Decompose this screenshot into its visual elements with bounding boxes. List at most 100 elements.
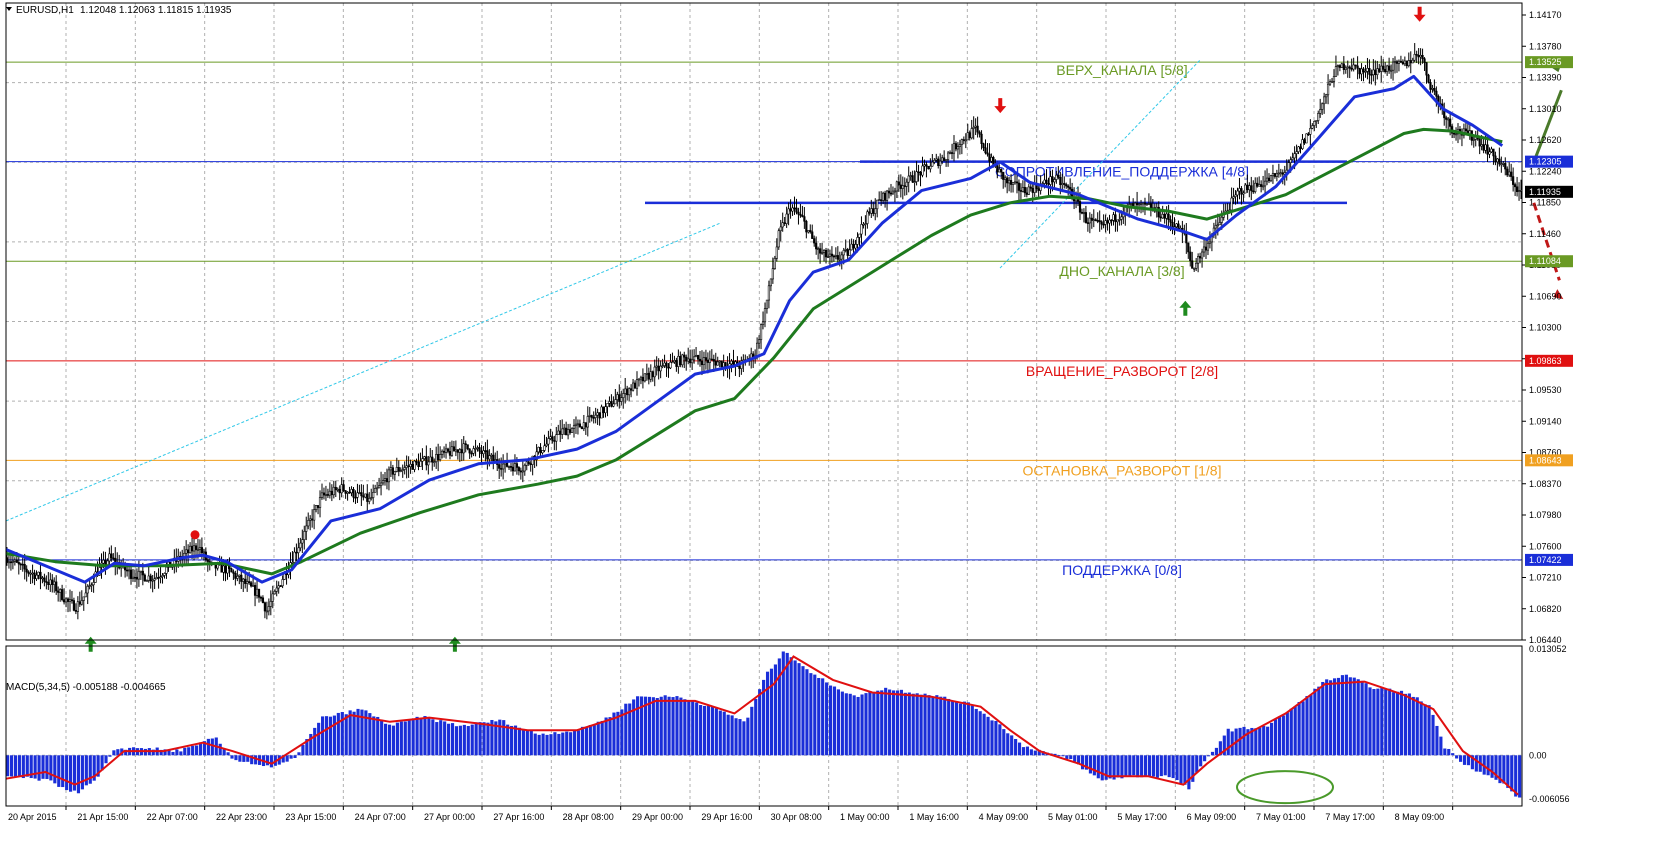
candle-body — [626, 388, 629, 396]
candle-body — [1002, 171, 1005, 180]
candle-body — [565, 427, 568, 436]
candle-body — [27, 571, 30, 574]
candle-body — [407, 465, 410, 468]
y-tick-label: 1.07210 — [1529, 573, 1562, 583]
x-tick-label: 29 Apr 00:00 — [632, 812, 683, 822]
macd-bar — [1246, 729, 1250, 756]
macd-bar — [1443, 748, 1447, 756]
candle-body — [1053, 179, 1056, 183]
candle-body — [344, 490, 347, 494]
macd-bar — [624, 703, 628, 756]
level-label: ВРАЩЕНИЕ_РАЗВОРОТ [2/8] — [1026, 363, 1218, 379]
triangle-down-icon[interactable] — [6, 7, 12, 11]
macd-bar — [695, 702, 699, 756]
macd-bar — [588, 725, 592, 756]
macd-bar — [521, 728, 525, 756]
macd-bar — [765, 671, 770, 756]
macd-bar — [1124, 755, 1128, 777]
macd-bar — [1356, 679, 1360, 756]
macd-bar — [1486, 755, 1490, 776]
candle-body — [970, 128, 973, 139]
level-label: ПОДДЕРЖКА [0/8] — [1062, 562, 1182, 578]
macd-bar — [289, 755, 293, 759]
candle-body — [1090, 217, 1093, 221]
macd-bar — [439, 720, 443, 756]
candle-body — [265, 610, 268, 613]
candle-body — [1287, 162, 1290, 171]
price-tag — [1525, 454, 1573, 467]
candle-body — [1065, 184, 1068, 187]
macd-bar — [336, 712, 340, 756]
candle-body — [429, 456, 432, 463]
candle-body — [1189, 251, 1192, 262]
symbol-label: EURUSD,H1 — [16, 5, 74, 16]
candle-body — [822, 249, 826, 253]
macd-bar — [423, 716, 427, 756]
candle-body — [104, 559, 107, 566]
candle-body — [1338, 65, 1341, 68]
candle-body — [82, 596, 85, 601]
candle-body — [820, 252, 824, 254]
y-tick-label: 1.07980 — [1529, 510, 1562, 520]
x-tick-label: 4 May 09:00 — [979, 812, 1029, 822]
candle-body — [773, 258, 776, 269]
macd-bar — [888, 689, 892, 756]
candle-body — [594, 414, 597, 418]
candle-body — [9, 561, 13, 564]
candle-body — [641, 376, 645, 382]
candle-body — [157, 577, 160, 579]
candle-body — [1301, 139, 1304, 149]
candle-body — [39, 571, 42, 579]
macd-bar — [1195, 755, 1199, 773]
macd-bar — [789, 657, 793, 756]
candle-body — [899, 184, 902, 189]
down-arrow-icon — [1413, 6, 1426, 22]
candle-body — [155, 577, 158, 580]
macd-bar — [37, 755, 41, 781]
macd-bar — [1313, 688, 1317, 756]
candle-body — [673, 360, 676, 363]
candle-body — [403, 467, 406, 470]
candle-body — [905, 181, 908, 187]
macd-bar — [915, 693, 919, 756]
candle-body — [1336, 65, 1340, 67]
candle-body — [1261, 185, 1265, 188]
candle-body — [525, 461, 528, 466]
price-tag-label: 1.08643 — [1529, 455, 1562, 465]
candle-body — [393, 471, 396, 475]
candle-body — [590, 415, 593, 418]
candle-body — [1403, 60, 1406, 65]
macd-bar — [927, 695, 931, 756]
macd-bar — [1269, 722, 1274, 756]
candle-body — [647, 373, 650, 380]
candle-body — [486, 450, 489, 460]
candle-body — [1326, 83, 1330, 96]
macd-bar — [702, 705, 707, 756]
macd-bar — [313, 727, 317, 756]
candle-body — [480, 450, 483, 455]
candle-body — [757, 339, 761, 344]
macd-bar — [891, 690, 896, 756]
candles — [5, 43, 1523, 620]
candle-body — [450, 446, 454, 456]
candle-body — [78, 601, 81, 605]
macd-bar — [1258, 727, 1262, 756]
macd-bar — [639, 696, 644, 756]
candle-body — [1139, 203, 1143, 205]
candle-body — [139, 570, 142, 573]
candle-body — [897, 181, 900, 186]
candle-body — [230, 568, 233, 573]
candle-body — [521, 470, 524, 473]
candle-body — [1080, 211, 1084, 214]
macd-bar — [1159, 755, 1163, 777]
candle-body — [1049, 176, 1052, 185]
macd-bar — [1451, 753, 1455, 756]
candle-body — [1137, 203, 1141, 206]
macd-bar — [324, 716, 329, 756]
macd-bar — [411, 719, 415, 756]
macd-bar — [1439, 736, 1443, 756]
candle-body — [1248, 185, 1251, 191]
candle-body — [1013, 181, 1017, 184]
macd-bar — [856, 696, 860, 756]
candle-body — [870, 208, 873, 214]
